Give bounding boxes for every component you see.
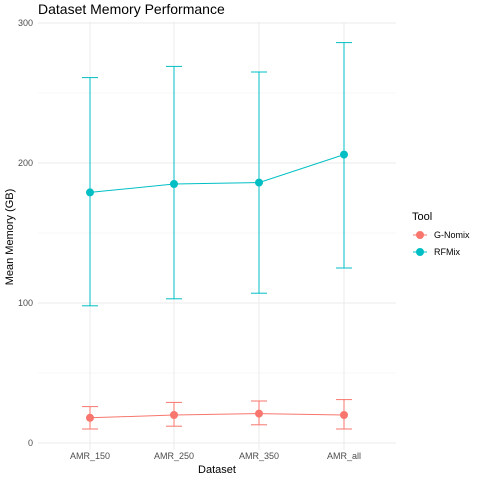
series-line (89, 154, 345, 193)
data-point (86, 413, 94, 422)
legend-item: RFMix (413, 247, 460, 257)
x-tick-label: AMR_150 (70, 451, 110, 461)
y-axis-title: Mean Memory (GB) (4, 189, 16, 286)
x-axis-title: Dataset (198, 464, 236, 476)
data-point (86, 188, 94, 197)
y-tick-label: 0 (28, 438, 33, 448)
legend-label: G-Nomix (434, 230, 470, 240)
legend-title: Tool (412, 211, 432, 223)
x-tick-label: AMR_all (327, 451, 361, 461)
data-point (340, 150, 348, 159)
data-point (170, 180, 178, 188)
series-lines (89, 154, 345, 419)
legend-items: G-Nomix RFMix (413, 230, 470, 257)
y-tick-label: 100 (18, 298, 33, 308)
y-tick-label: 200 (18, 158, 33, 168)
legend: Tool G-Nomix RFMix (412, 211, 470, 257)
tick-labels: 0 100 200 300 AMR_150 AMR_250 AMR_350 AMR_all (18, 18, 361, 461)
legend-key-point (416, 248, 424, 256)
data-point (255, 409, 263, 418)
x-tick-label: AMR_250 (154, 451, 194, 461)
series-points (86, 150, 348, 422)
data-point (255, 178, 263, 187)
legend-item: G-Nomix (413, 230, 470, 240)
data-point (170, 411, 178, 419)
series-line (89, 413, 345, 419)
legend-key-point (416, 231, 424, 239)
x-tick-label: AMR_350 (239, 451, 279, 461)
y-tick-label: 300 (18, 18, 33, 28)
chart-title: Dataset Memory Performance (38, 1, 225, 17)
data-point (340, 411, 348, 419)
legend-label: RFMix (434, 247, 460, 257)
